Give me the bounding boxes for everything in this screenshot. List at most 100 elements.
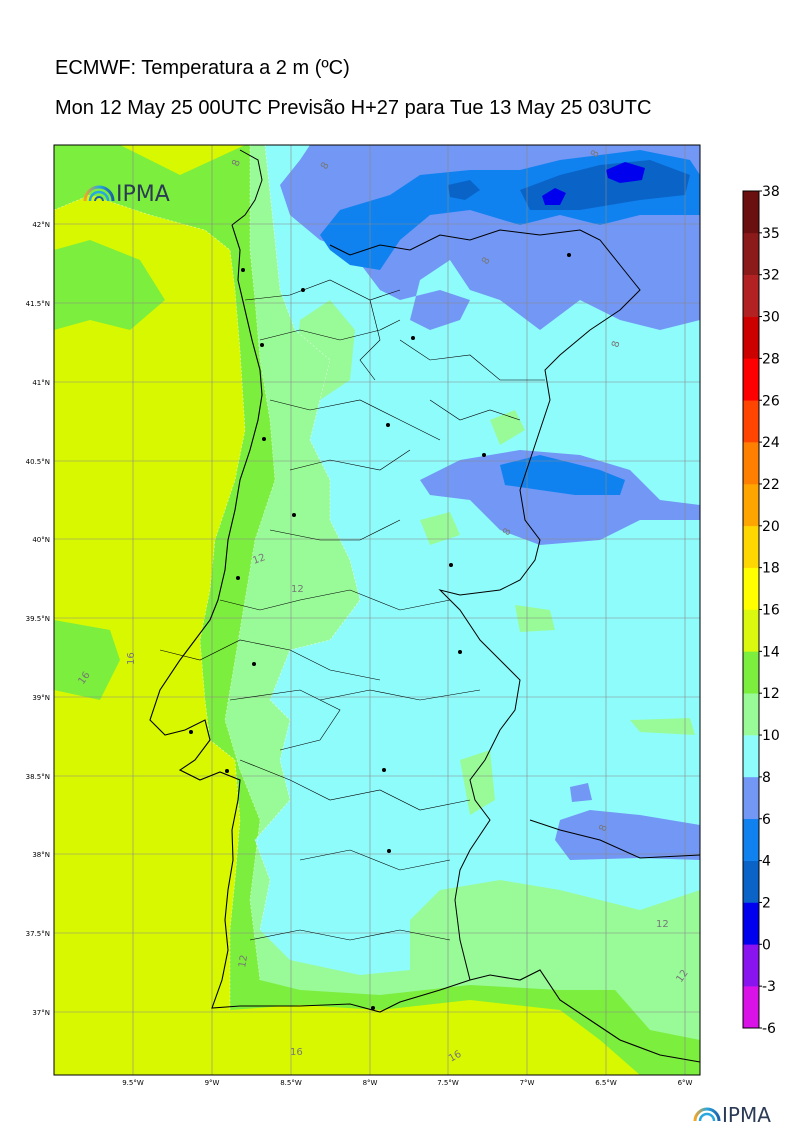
- contour-label: 12: [251, 552, 267, 567]
- colorbar-tick-label: 32: [762, 268, 780, 284]
- city-dot: [225, 769, 229, 773]
- lat-label: 41.5°N: [26, 300, 50, 308]
- field-green-pocket-6: [630, 718, 695, 735]
- rainbow-icon: [83, 185, 115, 202]
- colorbar-cell: [743, 944, 759, 987]
- ipma-logo-bottom: IPMA: [693, 1103, 771, 1127]
- colorbar-tick-label: 28: [762, 351, 780, 367]
- colorbar-tick-label: 18: [762, 561, 780, 577]
- colorbar-tick-label: 10: [762, 728, 780, 744]
- field-8-10-pocket: [570, 783, 592, 802]
- colorbar-cells: [743, 191, 759, 1029]
- colorbar-cell: [743, 191, 759, 234]
- field-green-pocket-5: [460, 750, 495, 815]
- colorbar-cell: [743, 986, 759, 1029]
- lat-label: 39.5°N: [26, 615, 50, 623]
- field-6-8-center: [500, 455, 625, 495]
- contour-label: 16: [290, 1047, 303, 1058]
- contour-label: 8: [501, 526, 514, 537]
- lat-label: 42°N: [32, 221, 50, 229]
- rainbow-icon: [693, 1107, 721, 1122]
- colorbar-cell: [743, 232, 759, 275]
- lat-label: 38.5°N: [26, 773, 50, 781]
- city-dot: [567, 253, 571, 257]
- colorbar-cell: [743, 483, 759, 527]
- field-8-10-center: [420, 450, 700, 545]
- lat-label: 39°N: [32, 694, 50, 702]
- colorbar-tick-label: 38: [762, 184, 780, 200]
- field-green-pocket-3: [420, 512, 460, 545]
- contour-label: 12: [656, 919, 669, 930]
- lat-label: 40°N: [32, 536, 50, 544]
- city-dot: [292, 513, 296, 517]
- map-frame: [53, 144, 701, 1076]
- city-dot: [262, 437, 266, 441]
- contour-label: 12: [237, 954, 250, 968]
- city-dot: [260, 343, 264, 347]
- lon-label: 7.5°W: [437, 1079, 459, 1087]
- colorbar-cell: [743, 651, 759, 694]
- lon-label: 8°W: [363, 1079, 378, 1087]
- city-dot: [301, 288, 305, 292]
- longitude-labels: 9.5°W 9°W 8.5°W 8°W 7.5°W 7°W 6.5°W 6°W: [122, 1079, 692, 1087]
- district-borders: [159, 279, 545, 941]
- ipma-logo-map: IPMA: [83, 182, 170, 207]
- colorbar-tick-label: 22: [762, 477, 780, 493]
- ipma-logo-text: IPMA: [116, 182, 170, 207]
- ipma-logo-text: IPMA: [722, 1103, 771, 1127]
- field-green-pocket-1: [295, 300, 355, 400]
- colorbar-cell: [743, 525, 759, 568]
- latitude-labels: 42°N 41.5°N 41°N 40.5°N 40°N 39.5°N 39°N…: [26, 221, 50, 1017]
- lat-label: 40.5°N: [26, 458, 50, 466]
- colorbar-tick-label: 8: [762, 770, 771, 786]
- city-dot: [252, 662, 256, 666]
- colorbar-cell: [743, 274, 759, 317]
- contour-lines: [54, 145, 361, 1010]
- city-markers: [189, 253, 571, 1010]
- lat-label: 37.5°N: [26, 930, 50, 938]
- city-dot: [458, 650, 462, 654]
- colorbar-tick-label: 0: [762, 937, 771, 953]
- contour-label: 12: [291, 584, 304, 595]
- lat-label: 41°N: [32, 379, 50, 387]
- field-8-10-south: [555, 810, 700, 860]
- city-dot: [371, 1006, 375, 1010]
- city-dot: [236, 576, 240, 580]
- field-4-6-b: [448, 180, 480, 200]
- colorbar-tick-label: 24: [762, 435, 780, 451]
- contour-label: 8: [319, 160, 332, 171]
- contour-label: 8: [480, 255, 493, 266]
- colorbar-tick-label: 2: [762, 895, 771, 911]
- colorbar-cell: [743, 776, 759, 820]
- city-dot: [241, 268, 245, 272]
- field-10-12: [255, 145, 700, 975]
- city-dot: [411, 336, 415, 340]
- lon-label: 9°W: [205, 1079, 220, 1087]
- field-14-16-west2: [54, 620, 120, 700]
- contour-label: 8: [230, 158, 243, 168]
- colorbar-tick-label: 6: [762, 812, 771, 828]
- field-green-pocket-4: [515, 605, 555, 632]
- temperature-field: [54, 145, 700, 1075]
- colorbar-tick-label: 35: [762, 226, 780, 242]
- colorbar-tick-label: 30: [762, 310, 780, 326]
- colorbar-tick-label: 12: [762, 686, 780, 702]
- contour-label: 8: [597, 823, 610, 833]
- colorbar-cell: [743, 609, 759, 652]
- field-2-4-b: [542, 188, 566, 205]
- field-2-4: [606, 162, 645, 183]
- coastline: [149, 224, 701, 1063]
- map-title: ECMWF: Temperatura a 2 m (ºC): [55, 57, 350, 79]
- colorbar-cell: [743, 316, 759, 359]
- lon-label: 6.5°W: [595, 1079, 617, 1087]
- colorbar-cell: [743, 860, 759, 903]
- city-dot: [382, 768, 386, 772]
- colorbar-cell: [743, 735, 759, 778]
- colorbar-tick-label: -6: [762, 1021, 776, 1037]
- map-subtitle: Mon 12 May 25 00UTC Previsão H+27 para T…: [55, 97, 652, 119]
- contour-label: 16: [126, 652, 137, 665]
- colorbar-tick-label: 16: [762, 603, 780, 619]
